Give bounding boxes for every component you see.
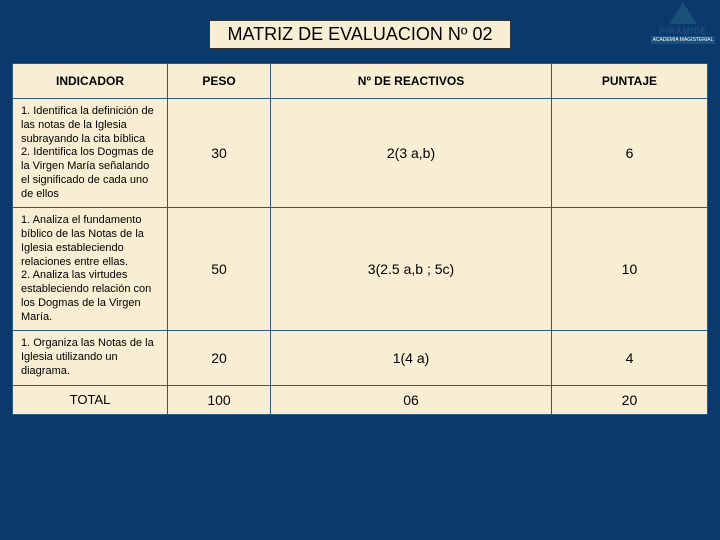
total-row: TOTAL 100 06 20 [13,385,708,414]
table-row: 1. Organiza las Notas de la Iglesia util… [13,331,708,385]
col-reactivos: Nº DE REACTIVOS [271,64,552,99]
header-row: INDICADOR PESO Nº DE REACTIVOS PUNTAJE [13,64,708,99]
cell-reactivos: 3(2.5 a,b ; 5c) [271,208,552,331]
cell-peso: 20 [168,331,271,385]
col-peso: PESO [168,64,271,99]
evaluation-table: INDICADOR PESO Nº DE REACTIVOS PUNTAJE 1… [12,63,708,415]
pyramid-icon [669,2,697,24]
logo-sub: ACADEMIA MAGISTERIAL [651,36,716,44]
cell-indicador: 1. Identifica la definición de las notas… [13,99,168,208]
col-puntaje: PUNTAJE [551,64,707,99]
cell-reactivos: 1(4 a) [271,331,552,385]
total-reactivos: 06 [271,385,552,414]
cell-puntaje: 10 [551,208,707,331]
total-puntaje: 20 [551,385,707,414]
total-label: TOTAL [13,385,168,414]
cell-puntaje: 4 [551,331,707,385]
cell-indicador: 1. Organiza las Notas de la Iglesia util… [13,331,168,385]
cell-reactivos: 2(3 a,b) [271,99,552,208]
cell-peso: 50 [168,208,271,331]
page-title: MATRIZ DE EVALUACION Nº 02 [209,20,512,49]
cell-puntaje: 6 [551,99,707,208]
logo-brand: PIRÁMIDE [659,26,707,36]
cell-peso: 30 [168,99,271,208]
logo: PIRÁMIDE ACADEMIA MAGISTERIAL [648,2,718,57]
total-peso: 100 [168,385,271,414]
table-row: 1. Identifica la definición de las notas… [13,99,708,208]
cell-indicador: 1. Analiza el fundamento bíblico de las … [13,208,168,331]
col-indicador: INDICADOR [13,64,168,99]
table-row: 1. Analiza el fundamento bíblico de las … [13,208,708,331]
